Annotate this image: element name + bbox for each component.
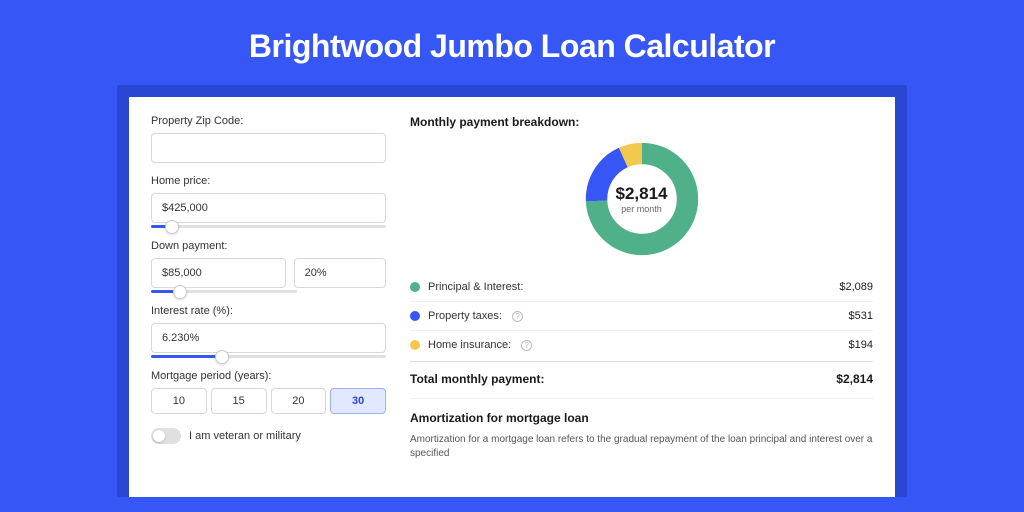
zip-label: Property Zip Code: bbox=[151, 115, 386, 127]
info-icon[interactable]: ? bbox=[521, 340, 532, 351]
legend-row: Home insurance:? $194 bbox=[410, 330, 873, 359]
donut-chart: $2,814 per month bbox=[582, 139, 702, 259]
home-price-slider[interactable] bbox=[151, 225, 386, 228]
down-payment-label: Down payment: bbox=[151, 240, 386, 252]
legend-value: $531 bbox=[849, 310, 873, 322]
legend-row: Property taxes:? $531 bbox=[410, 301, 873, 330]
legend-value: $2,089 bbox=[839, 281, 873, 293]
total-row: Total monthly payment: $2,814 bbox=[410, 361, 873, 398]
donut-chart-wrap: $2,814 per month bbox=[410, 139, 873, 259]
veteran-toggle-knob bbox=[153, 430, 165, 442]
legend-row: Principal & Interest: $2,089 bbox=[410, 273, 873, 301]
interest-rate-label: Interest rate (%): bbox=[151, 305, 386, 317]
period-option-10[interactable]: 10 bbox=[151, 388, 207, 414]
legend-label: Principal & Interest: bbox=[428, 281, 523, 293]
period-option-20[interactable]: 20 bbox=[271, 388, 327, 414]
interest-rate-slider[interactable] bbox=[151, 355, 386, 358]
info-icon[interactable]: ? bbox=[512, 311, 523, 322]
interest-rate-group: Interest rate (%): bbox=[151, 305, 386, 358]
period-option-15[interactable]: 15 bbox=[211, 388, 267, 414]
interest-rate-input[interactable] bbox=[151, 323, 386, 353]
breakdown-title: Monthly payment breakdown: bbox=[410, 115, 873, 129]
legend-dot bbox=[410, 340, 420, 350]
period-group: Mortgage period (years): 10152030 bbox=[151, 370, 386, 414]
total-value: $2,814 bbox=[836, 372, 873, 386]
zip-input[interactable] bbox=[151, 133, 386, 163]
legend-label: Property taxes: bbox=[428, 310, 502, 322]
calculator-card: Property Zip Code: Home price: Down paym… bbox=[129, 97, 895, 497]
total-label: Total monthly payment: bbox=[410, 372, 544, 386]
period-option-30[interactable]: 30 bbox=[330, 388, 386, 414]
down-payment-group: Down payment: bbox=[151, 240, 386, 293]
home-price-label: Home price: bbox=[151, 175, 386, 187]
legend: Principal & Interest: $2,089 Property taxe… bbox=[410, 273, 873, 359]
donut-center: $2,814 per month bbox=[582, 139, 702, 259]
down-payment-slider-thumb[interactable] bbox=[173, 285, 187, 299]
zip-group: Property Zip Code: bbox=[151, 115, 386, 163]
period-label: Mortgage period (years): bbox=[151, 370, 386, 382]
interest-rate-slider-thumb[interactable] bbox=[215, 350, 229, 364]
veteran-label: I am veteran or military bbox=[189, 430, 301, 442]
home-price-input[interactable] bbox=[151, 193, 386, 223]
down-payment-slider[interactable] bbox=[151, 290, 297, 293]
down-payment-pct-input[interactable] bbox=[294, 258, 386, 288]
amortization-text: Amortization for a mortgage loan refers … bbox=[410, 433, 873, 461]
legend-value: $194 bbox=[849, 339, 873, 351]
legend-dot bbox=[410, 311, 420, 321]
amortization-title: Amortization for mortgage loan bbox=[410, 398, 873, 425]
donut-subtext: per month bbox=[621, 204, 662, 214]
page-title: Brightwood Jumbo Loan Calculator bbox=[0, 0, 1024, 85]
down-payment-amount-input[interactable] bbox=[151, 258, 286, 288]
veteran-toggle[interactable] bbox=[151, 428, 181, 444]
home-price-slider-thumb[interactable] bbox=[165, 220, 179, 234]
calculator-card-outer: Property Zip Code: Home price: Down paym… bbox=[117, 85, 907, 497]
donut-amount: $2,814 bbox=[616, 184, 668, 204]
breakdown-column: Monthly payment breakdown: $2,814 per mo… bbox=[410, 115, 873, 497]
home-price-group: Home price: bbox=[151, 175, 386, 228]
legend-dot bbox=[410, 282, 420, 292]
legend-label: Home insurance: bbox=[428, 339, 511, 351]
veteran-row: I am veteran or military bbox=[151, 428, 386, 444]
form-column: Property Zip Code: Home price: Down paym… bbox=[151, 115, 386, 497]
